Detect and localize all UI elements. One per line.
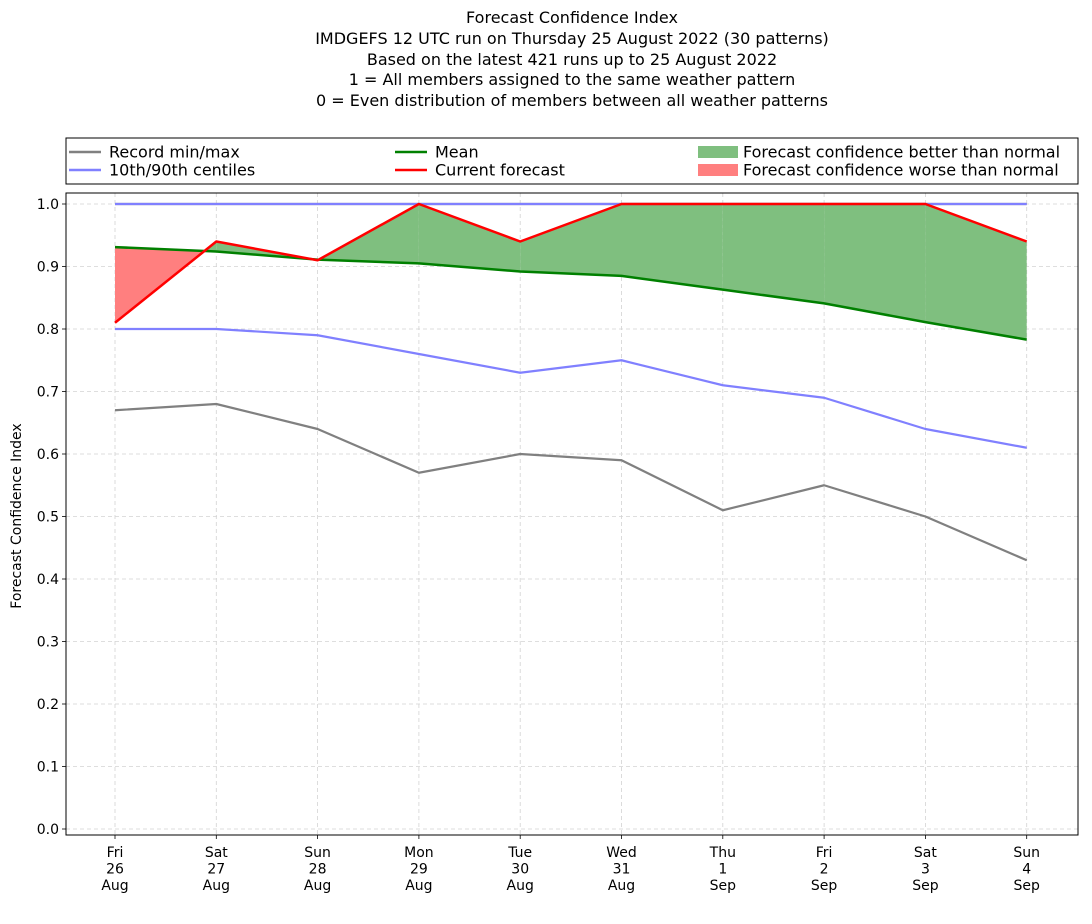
x-tick-label-line: 27 (207, 862, 225, 878)
p10-centile-line (115, 327, 1027, 449)
x-tick-label-line: 31 (613, 862, 631, 878)
legend-label: Forecast confidence better than normal (743, 143, 1060, 162)
legend-label: Record min/max (109, 143, 240, 162)
x-tick-label-line: Aug (507, 878, 534, 894)
x-tick-label-line: Tue (507, 845, 532, 861)
y-axis-label: Forecast Confidence Index (9, 423, 25, 608)
legend-box (65, 137, 1079, 185)
x-tick-label-line: Sat (914, 845, 937, 861)
chart-title: Forecast Confidence Index IMDGEFS 12 UTC… (66, 8, 1078, 112)
y-tick-label: 0.4 (37, 572, 59, 588)
legend-label: 10th/90th centiles (109, 161, 255, 180)
x-tick-label: Sun 28 Aug (304, 845, 331, 894)
title-line-1: Forecast Confidence Index (466, 8, 678, 27)
x-tick-label-line: 3 (921, 862, 930, 878)
legend-label: Mean (435, 143, 479, 162)
y-tick-label: 0.5 (37, 510, 59, 526)
x-tick-label: Tue 30 Aug (507, 845, 534, 894)
y-tick-label: 0.2 (37, 697, 59, 713)
x-tick-label-line: Sun (304, 845, 331, 861)
mean-line (114, 245, 1027, 341)
x-tick-label-line: 30 (511, 862, 529, 878)
better-than-normal-fill (925, 204, 1027, 340)
x-tick-label: Fri 2 Sep (811, 845, 838, 894)
title-line-4: 1 = All members assigned to the same wea… (348, 70, 796, 90)
x-tick-label-line: 29 (410, 862, 428, 878)
better-than-normal-fill (722, 204, 825, 304)
y-tick-label: 0.7 (37, 385, 59, 401)
better-than-normal-fill (520, 204, 622, 276)
x-tick-label-line: Fri (816, 845, 833, 861)
y-tick-label: 0.9 (37, 260, 59, 276)
legend-swatch-patch (698, 146, 738, 158)
x-tick-label-line: 2 (820, 862, 829, 878)
x-tick-label-line: Thu (709, 845, 736, 861)
x-tick-label-line: Aug (203, 878, 230, 894)
x-tick-label-line: 28 (309, 862, 327, 878)
y-tick-label: 0.6 (37, 447, 59, 463)
x-tick-label-line: Mon (404, 845, 434, 861)
x-tick-label: Sat 3 Sep (912, 845, 939, 894)
current-forecast-line (114, 202, 1028, 324)
x-tick-label-line: 1 (718, 862, 727, 878)
y-tick-label: 0.3 (37, 635, 59, 651)
record-min-line (114, 402, 1028, 562)
x-tick-label-line: Sep (1014, 878, 1041, 894)
x-tick-label-line: Aug (608, 878, 635, 894)
y-axis-label-group: Forecast Confidence Index (9, 423, 25, 608)
legend-swatch-patch (698, 164, 738, 176)
x-tick-label-line: Wed (606, 845, 637, 861)
y-tick-label: 0.8 (37, 322, 59, 338)
x-tick-label-line: 4 (1022, 862, 1031, 878)
x-tick-label-line: Sep (710, 878, 737, 894)
x-tick-label: Sat 27 Aug (203, 845, 230, 894)
x-tick-label: Sun 4 Sep (1013, 845, 1040, 894)
x-tick-label: Thu 1 Sep (709, 845, 736, 894)
better-than-normal-fill (621, 204, 723, 290)
x-tick-label-line: Sun (1013, 845, 1040, 861)
y-tick-label: 0.0 (37, 822, 59, 838)
title-line-3: Based on the latest 421 runs up to 25 Au… (366, 49, 778, 69)
x-tick-label: Fri 26 Aug (101, 845, 128, 894)
legend-label: Forecast confidence worse than normal (743, 161, 1059, 180)
x-tick-label-line: Sat (205, 845, 228, 861)
x-tick-label-line: Aug (101, 878, 128, 894)
legend-label: Current forecast (435, 161, 565, 180)
x-tick-label-line: 26 (106, 862, 124, 878)
x-tick-label-line: Aug (304, 878, 331, 894)
x-tick-label: Wed 31 Aug (606, 845, 637, 894)
x-tick-label-line: Aug (405, 878, 432, 894)
x-tick-label: Mon 29 Aug (404, 845, 434, 894)
series-lines (114, 202, 1028, 562)
x-tick-label-line: Sep (912, 878, 939, 894)
x-tick-label-line: Sep (811, 878, 838, 894)
confidence-fills (115, 204, 1027, 340)
y-tick-label: 0.1 (37, 760, 59, 776)
title-line-2: IMDGEFS 12 UTC run on Thursday 25 August… (315, 28, 829, 48)
x-tick-label-line: Fri (107, 845, 124, 861)
better-than-normal-fill (824, 204, 926, 323)
y-tick-label: 1.0 (37, 197, 59, 213)
plot-frame (65, 192, 1079, 836)
title-line-5: 0 = Even distribution of members between… (315, 91, 829, 111)
better-than-normal-fill (418, 204, 521, 272)
